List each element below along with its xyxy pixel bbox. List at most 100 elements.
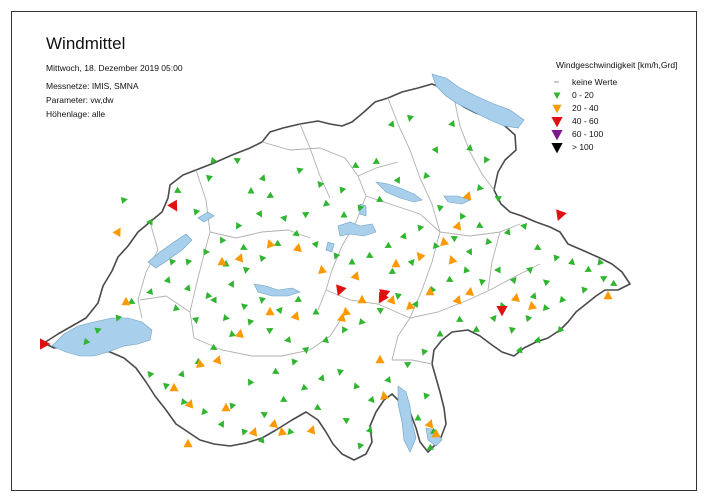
lake-neuchatel	[147, 233, 193, 269]
legend-symbol-icon	[554, 81, 559, 83]
wind-arrow-icon	[240, 243, 248, 250]
wind-arrow-icon	[302, 346, 310, 354]
wind-arrow-icon	[448, 255, 458, 265]
legend-title: Windgeschwindigkeit [km/h,Grd]	[556, 60, 678, 70]
legend-label: 20 - 40	[572, 103, 599, 113]
wind-arrow-icon	[423, 392, 431, 400]
wind-arrow-icon	[196, 358, 206, 368]
wind-arrow-icon	[258, 296, 266, 304]
wind-arrow-icon	[375, 354, 385, 364]
wind-arrow-icon	[205, 174, 213, 182]
wind-arrow-icon	[342, 418, 350, 425]
wind-arrow-icon	[193, 208, 201, 216]
wind-arrow-icon	[478, 278, 486, 286]
wind-arrow-icon	[83, 337, 91, 346]
wind-arrow-icon	[436, 204, 444, 212]
wind-arrow-icon	[494, 196, 502, 203]
wind-arrow-icon	[180, 398, 188, 406]
wind-arrow-icon	[358, 318, 366, 326]
wind-arrow-icon	[485, 237, 493, 246]
wind-arrow-icon	[404, 362, 412, 369]
wind-arrow-icon	[600, 276, 608, 283]
legend-label: 0 - 20	[572, 90, 594, 100]
wind-arrow-icon	[534, 243, 542, 250]
wind-arrow-icon	[278, 426, 288, 436]
wind-arrow-icon	[318, 264, 328, 274]
wind-arrow-icon	[115, 314, 123, 322]
wind-arrow-icon	[292, 242, 302, 252]
wind-arrow-icon	[284, 336, 292, 344]
wind-arrow-icon	[184, 399, 194, 409]
wind-arrow-icon	[322, 336, 330, 344]
wind-arrow-icon	[312, 308, 320, 315]
wind-arrow-icon	[275, 306, 283, 315]
wind-arrow-icon	[431, 146, 438, 154]
wind-arrow-icon	[556, 209, 567, 222]
wind-arrow-icon	[533, 336, 541, 344]
wind-arrow-icon	[357, 294, 367, 304]
wind-arrow-icon	[167, 199, 178, 212]
wind-arrow-icon	[610, 279, 618, 286]
wind-arrow-icon	[376, 308, 384, 315]
wind-arrow-icon	[553, 254, 561, 262]
wind-arrow-icon	[424, 419, 434, 429]
date-label: Mittwoch, 18. Dezember 2019 05:00	[46, 63, 183, 73]
wind-arrow-icon	[201, 407, 209, 416]
wind-arrow-icon	[333, 252, 341, 260]
wind-arrow-icon	[268, 418, 278, 428]
wind-arrow-icon	[465, 248, 472, 256]
wind-arrow-icon	[217, 256, 227, 266]
wind-arrow-icon	[336, 368, 344, 376]
wind-arrow-icon	[94, 327, 102, 335]
map-title: Windmittel	[46, 34, 126, 53]
wind-arrow-icon	[255, 210, 262, 218]
wind-arrow-icon	[185, 258, 193, 266]
wind-arrow-icon	[426, 443, 434, 450]
wind-arrow-icon	[416, 252, 426, 262]
wind-arrow-icon	[503, 228, 511, 236]
wind-arrow-icon	[462, 191, 472, 201]
lake-zurich	[375, 181, 423, 203]
wind-arrow-icon	[557, 325, 565, 334]
wind-arrow-icon	[336, 312, 346, 322]
legend-row: keine Werte	[546, 76, 617, 88]
wind-arrow-icon	[317, 180, 325, 189]
legend-row: 20 - 40	[546, 102, 598, 114]
wind-arrow-icon	[248, 427, 258, 437]
wind-arrow-icon	[146, 218, 153, 226]
wind-arrow-icon	[450, 236, 458, 243]
wind-arrow-icon	[317, 374, 325, 382]
wind-arrow-icon	[147, 370, 155, 379]
wind-arrow-icon	[542, 304, 550, 312]
wind-arrow-icon	[568, 258, 576, 266]
wind-arrow-icon	[257, 436, 265, 444]
wind-arrow-icon	[163, 276, 171, 284]
wind-arrow-icon	[242, 266, 250, 274]
wind-arrow-icon	[597, 258, 605, 266]
wind-arrow-icon	[525, 314, 533, 323]
wind-arrow-icon	[484, 156, 491, 164]
legend-symbol-icon	[551, 130, 563, 140]
legend-row: 60 - 100	[546, 128, 603, 140]
wind-arrow-icon	[192, 316, 200, 324]
legend-row: > 100	[546, 141, 594, 153]
wind-arrow-icon	[452, 295, 462, 305]
wind-arrow-icon	[311, 240, 319, 249]
networks-label: Messnetze: IMIS, SMNA	[46, 81, 139, 91]
wind-arrow-icon	[528, 300, 538, 310]
lake-biel	[197, 211, 215, 223]
wind-arrow-icon	[372, 157, 380, 164]
wind-arrow-icon	[494, 266, 501, 274]
wind-arrow-icon	[248, 378, 255, 386]
wind-arrow-icon	[357, 442, 365, 450]
wind-arrow-icon	[339, 186, 347, 194]
wind-arrow-icon	[259, 254, 267, 263]
wind-arrow-icon	[234, 253, 244, 263]
legend-label: 40 - 60	[572, 116, 599, 126]
wind-arrow-icon	[448, 120, 456, 128]
wind-arrow-icon	[236, 222, 243, 230]
wind-arrow-icon	[40, 338, 51, 350]
wind-arrow-icon	[210, 156, 218, 165]
parameter-label: Parameter: vw,dw	[46, 95, 114, 105]
wind-arrow-icon	[233, 158, 241, 165]
